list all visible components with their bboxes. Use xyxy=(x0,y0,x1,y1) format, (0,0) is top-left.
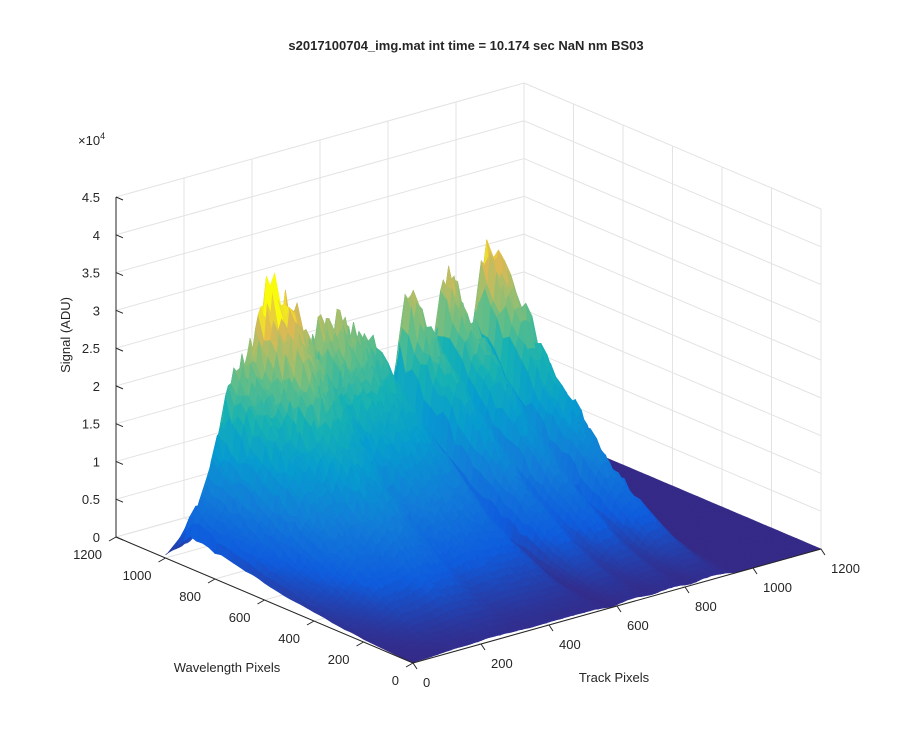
back-wall-grid-line-z xyxy=(115,158,525,274)
back-wall-grid-line-z xyxy=(115,120,525,236)
side-wall-grid-line-z xyxy=(523,158,822,286)
back-wall-grid-line-z xyxy=(115,82,525,198)
side-wall-grid-line-z xyxy=(523,309,822,437)
chart-title: s2017100704_img.mat int time = 10.174 se… xyxy=(288,38,643,53)
side-wall-grid-line-z xyxy=(523,346,822,474)
back-wall-grid-line-z xyxy=(115,195,525,311)
side-wall-grid-line-z xyxy=(523,120,822,248)
side-wall-grid-line-z xyxy=(523,233,822,361)
side-wall-grid-line-z xyxy=(523,271,822,399)
side-wall-grid-line-z xyxy=(523,195,822,323)
back-wall-grid-line-z xyxy=(115,233,525,349)
side-wall-grid-line-z xyxy=(523,82,822,210)
surface xyxy=(165,239,822,663)
